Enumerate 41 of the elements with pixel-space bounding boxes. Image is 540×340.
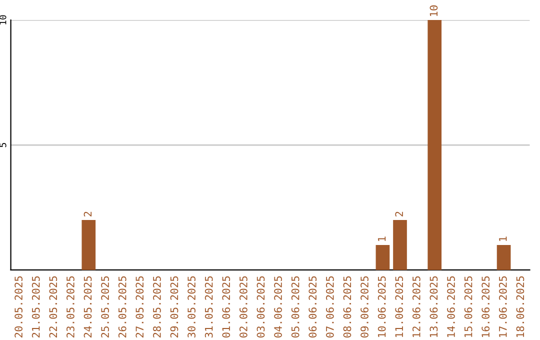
x-tick-label: 29.05.2025: [170, 276, 178, 338]
x-tick-label: 27.05.2025: [136, 276, 144, 338]
x-tick-label: 01.06.2025: [222, 276, 230, 338]
x-tick-label: 23.05.2025: [66, 276, 74, 338]
data-label: 2: [395, 212, 403, 216]
x-tick-label: 25.05.2025: [101, 276, 109, 338]
x-tick-label: 02.06.2025: [239, 276, 248, 338]
x-tick-label: 03.06.2025: [256, 276, 265, 338]
x-tick-label: 07.06.2025: [326, 276, 334, 338]
x-tick-label: 26.05.2025: [118, 276, 126, 338]
x-tick-label: 09.06.2025: [360, 276, 368, 338]
bar: [393, 220, 407, 270]
x-tick-label: 16.06.2025: [482, 276, 490, 337]
data-label: 1: [378, 236, 386, 241]
x-tick-label: 15.06.2025: [464, 276, 472, 337]
x-tick-label: 05.06.2025: [291, 276, 300, 338]
x-tick-label: 10.06.2025: [378, 276, 386, 337]
bar: [82, 220, 96, 270]
x-tick-label: 20.05.2025: [14, 276, 22, 338]
data-label: 2: [84, 212, 92, 216]
x-tick-label: 11.06.2025: [395, 276, 404, 337]
x-tick-label: 22.05.2025: [49, 276, 58, 338]
bar: [376, 244, 390, 270]
x-tick-label: 30.05.2025: [188, 276, 196, 338]
x-tick-label: 14.06.2025: [447, 276, 455, 337]
bar: [496, 244, 511, 270]
data-label: 1: [499, 236, 507, 241]
x-tick-label: 31.05.2025: [204, 276, 213, 338]
x-tick-label: 12.06.2025: [412, 276, 420, 337]
x-tick-label: 06.06.2025: [308, 276, 317, 338]
x-tick-label: 18.06.2025: [516, 276, 524, 337]
x-tick-label: 04.06.2025: [274, 276, 282, 338]
x-tick-label: 17.06.2025: [498, 276, 507, 337]
x-tick-label: 24.05.2025: [84, 276, 92, 338]
y-tick-label: 5: [0, 143, 6, 148]
x-tick-label: 21.05.2025: [32, 276, 40, 338]
x-tick-label: 13.06.2025: [430, 276, 438, 337]
bar: [428, 20, 442, 270]
data-label: 10: [430, 5, 438, 16]
x-tick-label: 08.06.2025: [343, 276, 352, 338]
x-tick-label: 28.05.2025: [153, 276, 161, 338]
